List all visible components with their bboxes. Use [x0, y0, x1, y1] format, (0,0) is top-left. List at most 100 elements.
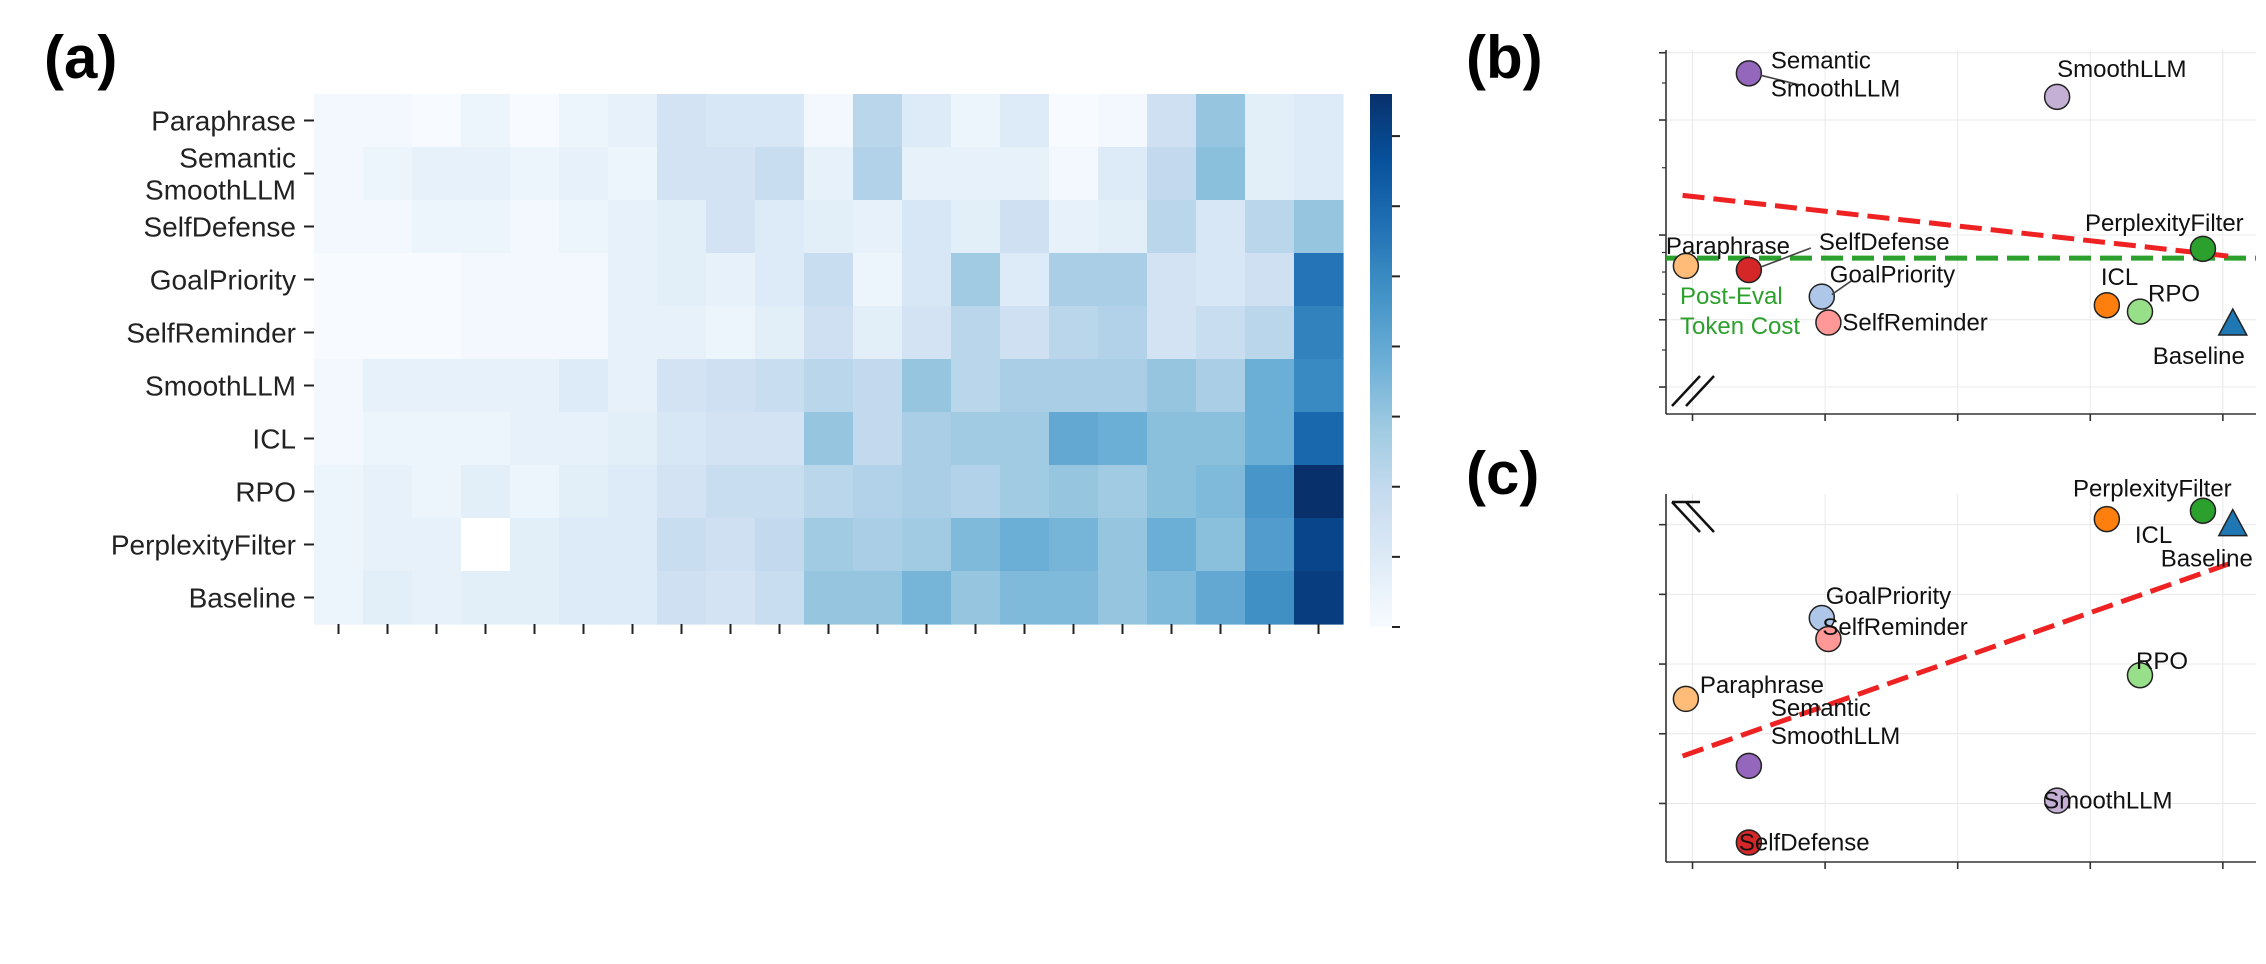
y-tick-label: PerplexityFilter — [111, 530, 296, 561]
heatmap-cell — [314, 359, 364, 413]
heatmap-cell — [1196, 359, 1246, 413]
heatmap-cell — [608, 147, 658, 201]
y-tick-label: GoalPriority — [150, 265, 296, 296]
heatmap-cell — [559, 200, 609, 254]
heatmap-cell — [314, 465, 364, 519]
y-tick-label: ICL — [252, 424, 296, 455]
heatmap-cell — [951, 147, 1001, 201]
heatmap-cell — [363, 571, 413, 625]
heatmap-cell — [804, 253, 854, 307]
heatmap-cell — [902, 571, 952, 625]
heatmap-cell — [804, 359, 854, 413]
heatmap-cell — [412, 200, 462, 254]
point-label-goalpriority: GoalPriority — [1826, 583, 1951, 610]
heatmap-cell — [363, 147, 413, 201]
heatmap-cell — [1294, 94, 1344, 148]
point-rpo — [2126, 298, 2154, 325]
heatmap-cell — [510, 571, 560, 625]
heatmap-cell — [902, 200, 952, 254]
heatmap-cell — [559, 147, 609, 201]
heatmap-cell — [314, 412, 364, 466]
heatmap-cell — [412, 147, 462, 201]
heatmap-cell — [657, 465, 707, 519]
heatmap-cell — [412, 359, 462, 413]
heatmap-cell — [559, 306, 609, 360]
point-goalpriority — [1808, 283, 1836, 310]
heatmap-cell — [412, 94, 462, 148]
heatmap-cell — [853, 412, 903, 466]
point-paraphrase — [1672, 685, 1700, 713]
heatmap-cell — [412, 412, 462, 466]
point-label-paraphrase: Paraphrase — [1700, 672, 1824, 699]
point-selfreminder — [1815, 309, 1842, 336]
panel-a-label: (a) — [44, 24, 117, 91]
heatmap-cell — [951, 200, 1001, 254]
heatmap-cell — [608, 200, 658, 254]
heatmap-cell — [657, 200, 707, 254]
heatmap-cell — [755, 412, 805, 466]
heatmap-cell — [1049, 359, 1099, 413]
heatmap-cell — [755, 94, 805, 148]
point-label-perplexityfilter: PerplexityFilter — [2073, 476, 2232, 503]
heatmap-cell — [608, 412, 658, 466]
heatmap-cell — [804, 94, 854, 148]
heatmap-cell — [1196, 147, 1246, 201]
heatmap-cell — [608, 253, 658, 307]
heatmap-cell — [1049, 518, 1099, 572]
heatmap-cell — [559, 518, 609, 572]
heatmap-cell — [461, 465, 511, 519]
heatmap-cell — [461, 412, 511, 466]
heatmap-cell — [706, 465, 756, 519]
heatmap-cell — [1294, 571, 1344, 625]
point-label-semantic-smoothllm: Semantic SmoothLLM — [1771, 695, 1900, 750]
heatmap-cell — [951, 253, 1001, 307]
heatmap-cell — [1147, 147, 1197, 201]
heatmap-cell — [559, 465, 609, 519]
heatmap-cell — [1196, 253, 1246, 307]
heatmap-cell — [657, 412, 707, 466]
heatmap-cell — [363, 412, 413, 466]
heatmap-cell — [1000, 359, 1050, 413]
heatmap-cell — [559, 359, 609, 413]
heatmap-cell — [412, 518, 462, 572]
heatmap-cell — [1000, 200, 1050, 254]
heatmap-cell — [461, 147, 511, 201]
y-tick-label: Baseline — [189, 583, 296, 614]
heatmap-cell — [608, 518, 658, 572]
heatmap-cell — [1098, 465, 1148, 519]
heatmap-cell — [1098, 518, 1148, 572]
heatmap-cell — [608, 465, 658, 519]
heatmap-cell — [657, 571, 707, 625]
heatmap-cell — [1000, 94, 1050, 148]
heatmap-cell — [706, 359, 756, 413]
heatmap-cell — [657, 518, 707, 572]
heatmap-cell — [1098, 94, 1148, 148]
heatmap-cell — [608, 571, 658, 625]
point-semantic-smoothllm — [1735, 60, 1763, 87]
heatmap-cell — [1049, 306, 1099, 360]
heatmap-cell — [461, 200, 511, 254]
heatmap-cell — [1245, 571, 1295, 625]
heatmap-cell — [1098, 412, 1148, 466]
heatmap-cell — [755, 200, 805, 254]
heatmap-cell — [657, 94, 707, 148]
heatmap-cell — [1245, 200, 1295, 254]
direction-arrow-icon — [1671, 375, 1715, 407]
heatmap-cell — [559, 94, 609, 148]
heatmap-cell — [363, 465, 413, 519]
heatmap-cell — [608, 306, 658, 360]
heatmap-cell — [510, 253, 560, 307]
heatmap-cell — [755, 518, 805, 572]
heatmap-cell — [706, 518, 756, 572]
heatmap-cell — [1245, 359, 1295, 413]
heatmap-cell — [1049, 94, 1099, 148]
heatmap-cell — [902, 412, 952, 466]
heatmap-cell — [951, 571, 1001, 625]
heatmap-cell — [1294, 412, 1344, 466]
heatmap-cell — [1196, 412, 1246, 466]
heatmap-cell — [853, 359, 903, 413]
heatmap-cell — [1049, 465, 1099, 519]
heatmap-cell — [1196, 465, 1246, 519]
heatmap-cell — [314, 200, 364, 254]
